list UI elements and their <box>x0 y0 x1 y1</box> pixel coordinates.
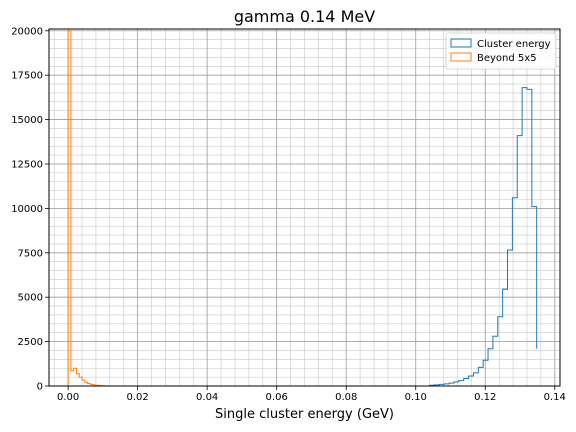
y-tick-label: 10000 <box>11 204 43 215</box>
legend-swatch <box>450 38 472 48</box>
histogram-step-cluster-energy <box>429 87 538 386</box>
x-tick-label: 0.06 <box>266 392 288 403</box>
y-tick-label: 5000 <box>18 293 43 304</box>
x-tick-label: 0.00 <box>57 392 79 403</box>
y-tick-label: 7500 <box>18 248 43 259</box>
legend-entry-label: Cluster energy <box>477 39 551 50</box>
plot-frame <box>48 28 561 387</box>
x-axis-label: Single cluster energy (GeV) <box>215 407 394 422</box>
y-tick-label: 2500 <box>18 337 43 348</box>
major-grid <box>49 29 560 387</box>
x-tick-label: 0.14 <box>544 392 566 403</box>
y-tick-label: 12500 <box>11 159 43 170</box>
legend-box <box>445 32 557 70</box>
legend: Cluster energy Beyond 5x5 <box>445 32 557 70</box>
legend-entry-label: Beyond 5x5 <box>477 53 537 64</box>
y-tick-label: 15000 <box>11 115 43 126</box>
y-tick-label: 0 <box>37 382 43 393</box>
y-tick-label: 20000 <box>11 26 43 37</box>
x-tick-label: 0.10 <box>405 392 427 403</box>
y-axis-ticks: 0 2500 5000 7500 10000 12500 15000 17500 20000 <box>11 26 49 393</box>
x-tick-label: 0.12 <box>474 392 496 403</box>
x-axis-ticks: 0.00 0.02 0.04 0.06 0.08 0.10 0.12 0.14 <box>57 386 566 403</box>
legend-swatch <box>450 52 472 62</box>
y-tick-label: 17500 <box>11 71 43 82</box>
x-tick-label: 0.04 <box>196 392 218 403</box>
x-tick-label: 0.02 <box>127 392 149 403</box>
x-tick-label: 0.08 <box>335 392 357 403</box>
chart-title: gamma 0.14 MeV <box>234 7 375 26</box>
